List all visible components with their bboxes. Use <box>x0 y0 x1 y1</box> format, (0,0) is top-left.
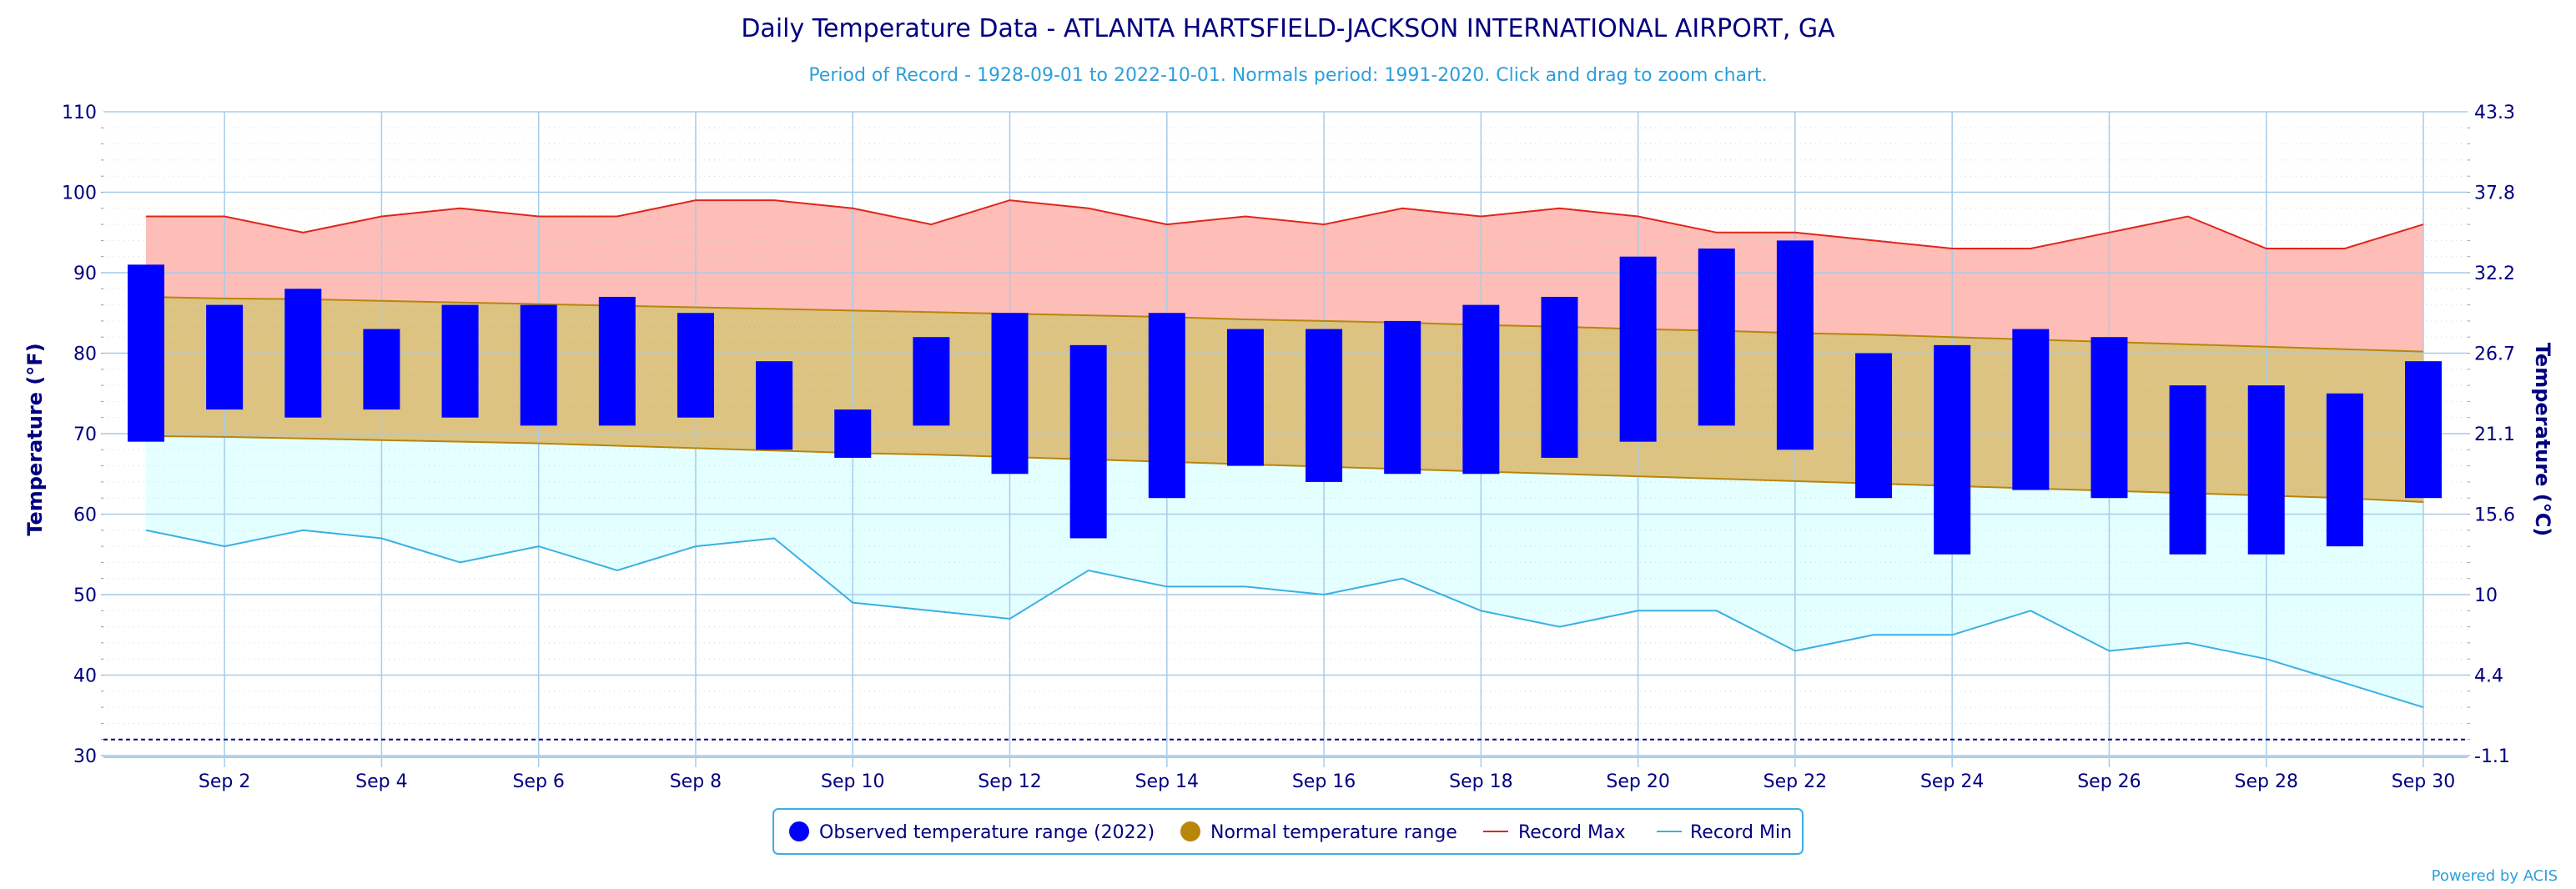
observed-bar <box>677 313 714 418</box>
observed-bar <box>1776 240 1814 450</box>
x-tick-label: Sep 30 <box>2392 771 2455 792</box>
y-right-tick-label: 21.1 <box>2474 424 2515 445</box>
x-tick-label: Sep 26 <box>2077 771 2141 792</box>
grid-lines <box>103 111 2468 756</box>
y-right-tick-label: 26.7 <box>2474 344 2515 365</box>
observed-bar <box>2326 393 2363 547</box>
observed-bar <box>598 296 636 426</box>
observed-bar <box>1541 296 1578 458</box>
record-min-line <box>145 529 2424 709</box>
observed-bar <box>756 361 793 450</box>
observed-bar <box>2405 361 2442 499</box>
observed-bar <box>1226 329 1264 466</box>
y-left-tick-label: 30 <box>73 746 97 767</box>
y-right-tick-label: 43.3 <box>2474 103 2515 123</box>
x-tick-label: Sep 8 <box>670 771 722 792</box>
x-tick-label: Sep 20 <box>1606 771 1669 792</box>
observed-bar <box>1306 329 1343 482</box>
observed-bar <box>1619 256 1657 442</box>
y-right-tick-label: 4.4 <box>2474 666 2503 687</box>
y-left-tick-label: 100 <box>62 183 97 204</box>
x-tick-label: Sep 4 <box>355 771 407 792</box>
legend: Observed temperature range (2022) Normal… <box>772 808 1804 855</box>
credit-link[interactable]: Powered by ACIS <box>2432 867 2558 885</box>
observed-bar <box>1069 344 1107 539</box>
record-max-band <box>146 200 2423 352</box>
observed-bar <box>363 329 400 410</box>
x-tick-label: Sep 22 <box>1763 771 1827 792</box>
y-right-tick-label: 10 <box>2474 585 2498 606</box>
observed-bar <box>520 304 557 426</box>
x-tick-label: Sep 18 <box>1449 771 1512 792</box>
observed-bar <box>128 264 164 442</box>
observed-bar <box>1698 249 1735 426</box>
chart-subtitle: Period of Record - 1928-09-01 to 2022-10… <box>808 65 1767 86</box>
y-left-tick-label: 40 <box>73 666 97 687</box>
x-tick-label: Sep 28 <box>2234 771 2297 792</box>
legend-observed-symbol <box>789 821 809 841</box>
y-axis-left-title: Temperature (°F) <box>23 343 47 535</box>
range-fills <box>146 200 2423 708</box>
observed-bar <box>206 304 244 410</box>
normal-range-band <box>146 297 2423 502</box>
observed-bar <box>1934 344 1971 555</box>
observed-bar <box>2012 329 2050 490</box>
observed-bar <box>991 313 1029 475</box>
y-left-tick-label: 80 <box>73 344 97 365</box>
x-tick-label: Sep 10 <box>821 771 884 792</box>
y-left-tick-label: 90 <box>73 264 97 284</box>
y-right-tick-label: 15.6 <box>2474 505 2515 526</box>
observed-bar <box>1384 320 1421 475</box>
y-right-tick-label: 37.8 <box>2474 183 2515 204</box>
observed-bars <box>128 240 2442 555</box>
x-tick-label: Sep 16 <box>1292 771 1356 792</box>
legend-normal-label[interactable]: Normal temperature range <box>1210 822 1457 843</box>
y-left-tick-label: 110 <box>62 103 97 123</box>
x-tick-label: Sep 2 <box>199 771 250 792</box>
x-tick-label: Sep 6 <box>512 771 564 792</box>
legend-box <box>772 808 1804 855</box>
y-right-tick-label: -1.1 <box>2474 746 2510 767</box>
y-left-tick-label: 60 <box>73 505 97 526</box>
observed-bar <box>441 304 479 418</box>
observed-bar <box>1462 304 1500 475</box>
observed-bar <box>1148 313 1185 499</box>
observed-bar <box>913 337 950 426</box>
axes: 30 40 50 60 70 80 90 100 110 -1.1 4.4 10 15.6 21.1 26.… <box>62 103 2515 792</box>
record-min-band <box>146 435 2423 708</box>
x-tick-label: Sep 24 <box>1920 771 1984 792</box>
record-max-line <box>146 199 2424 249</box>
y-left-tick-label: 50 <box>73 585 97 606</box>
observed-bar <box>2090 337 2128 499</box>
y-right-tick-label: 32.2 <box>2474 264 2515 284</box>
legend-record-min-label[interactable]: Record Min <box>1690 822 1792 843</box>
y-axis-right-title: Temperature (°C) <box>2531 343 2554 537</box>
observed-bar <box>284 289 322 418</box>
x-tick-label: Sep 14 <box>1135 771 1199 792</box>
legend-observed-label[interactable]: Observed temperature range (2022) <box>819 822 1155 843</box>
legend-record-max-label[interactable]: Record Max <box>1518 822 1626 843</box>
x-tick-label: Sep 12 <box>978 771 1041 792</box>
observed-bar <box>834 409 872 458</box>
observed-bar <box>2247 385 2285 555</box>
observed-bar <box>2169 385 2206 555</box>
legend-normal-symbol <box>1180 821 1200 841</box>
observed-bar <box>1855 353 1893 499</box>
y-left-tick-label: 70 <box>73 424 97 445</box>
chart-title: Daily Temperature Data - ATLANTA HARTSFI… <box>741 14 1835 43</box>
